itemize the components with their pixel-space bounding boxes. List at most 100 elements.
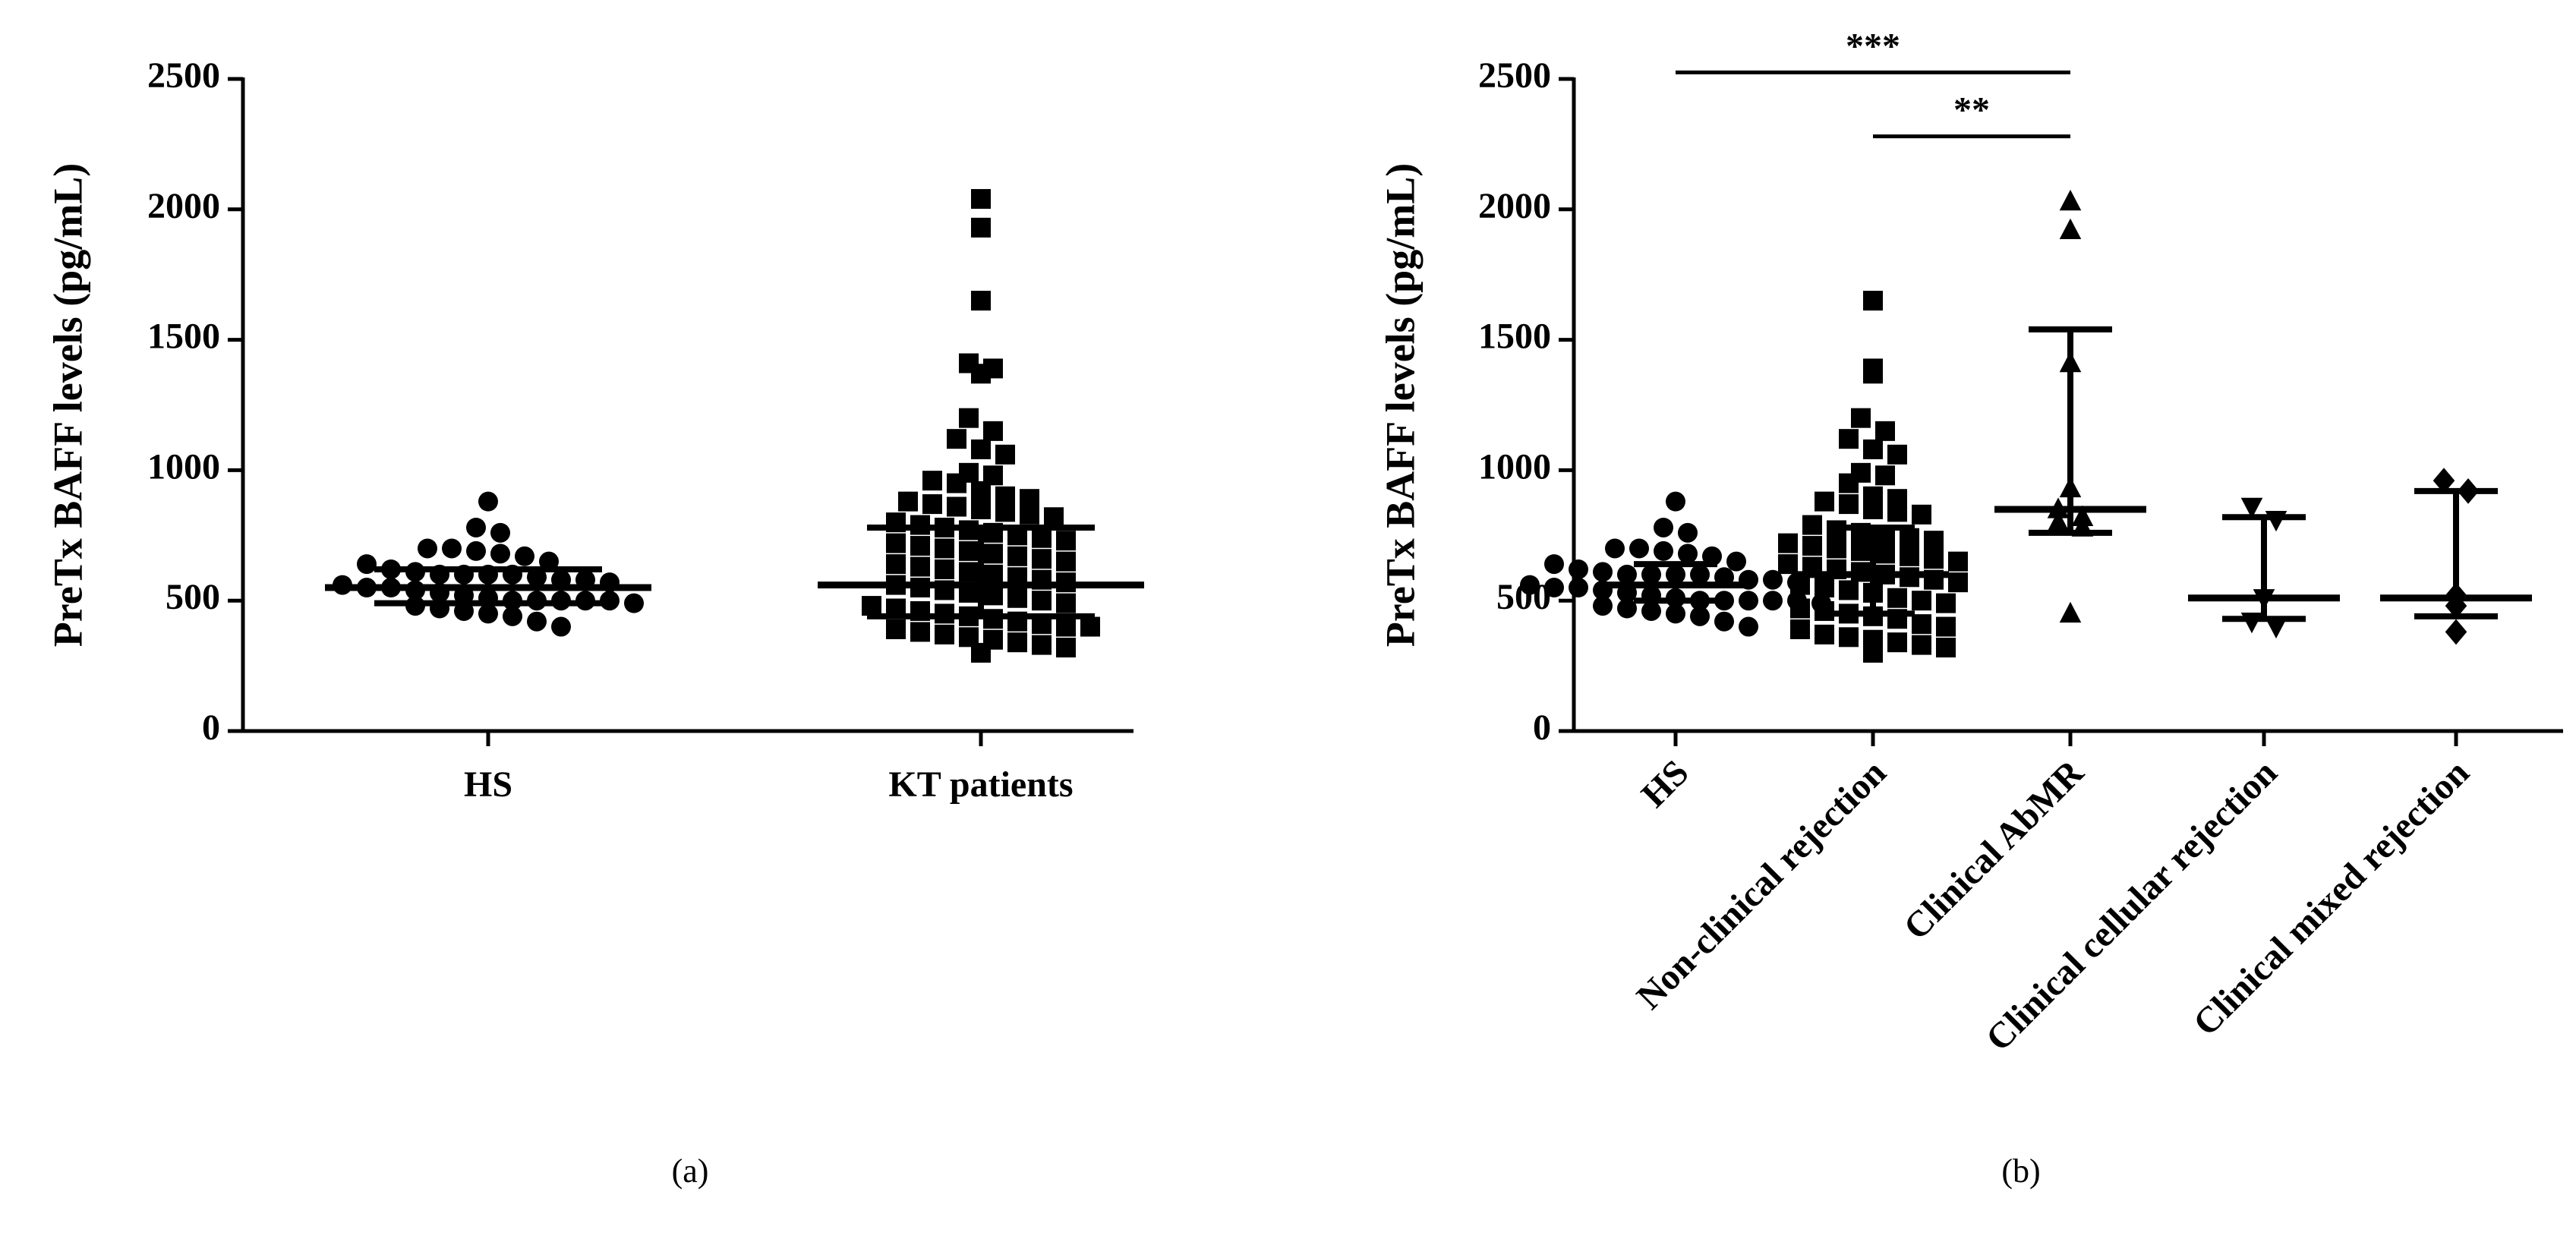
dot — [995, 502, 1015, 522]
dot — [1912, 504, 1931, 525]
dot — [1887, 588, 1907, 608]
dot — [551, 616, 571, 637]
dot — [1654, 517, 1673, 537]
dot — [910, 556, 930, 577]
dot — [1887, 632, 1907, 653]
dot — [1739, 616, 1758, 637]
dot — [1912, 591, 1931, 611]
dot — [1056, 531, 1076, 551]
dot — [2059, 189, 2082, 211]
dot — [478, 491, 498, 512]
y-tick-label: 1000 — [1478, 446, 1551, 487]
dot — [2445, 619, 2467, 645]
dot — [995, 444, 1015, 465]
dot — [947, 473, 966, 493]
dot — [490, 522, 510, 543]
dot — [1714, 591, 1734, 611]
dot — [1032, 635, 1052, 655]
dot — [1839, 627, 1859, 648]
dot — [1593, 596, 1613, 616]
dot — [1666, 491, 1685, 512]
dot — [1056, 551, 1076, 572]
dot — [1863, 439, 1883, 459]
dot — [466, 517, 486, 537]
dot — [515, 546, 534, 566]
dot — [971, 499, 991, 519]
dot — [1863, 364, 1883, 384]
dot — [2240, 497, 2263, 519]
caption: (a) — [672, 1152, 709, 1190]
dot — [971, 642, 991, 663]
dot — [886, 554, 906, 575]
dot — [971, 291, 991, 311]
significance-label: ** — [1953, 90, 1990, 131]
dot — [1544, 578, 1564, 598]
dot — [1569, 578, 1588, 598]
y-tick-label: 500 — [166, 577, 220, 617]
dot — [1617, 564, 1637, 585]
dot — [2059, 601, 2082, 623]
y-tick-label: 1000 — [147, 446, 220, 487]
dot — [983, 421, 1003, 441]
dot — [1629, 538, 1649, 559]
dot — [947, 429, 966, 449]
dot — [971, 217, 991, 238]
dot — [2265, 617, 2288, 639]
dot — [1851, 540, 1871, 561]
dot — [1678, 544, 1698, 564]
dot — [1617, 598, 1637, 619]
dot — [1936, 638, 1956, 658]
dot — [1678, 522, 1698, 543]
dot — [910, 622, 930, 642]
y-tick-label: 0 — [202, 708, 220, 748]
dot — [971, 364, 991, 384]
dot — [418, 538, 437, 559]
dot — [357, 554, 377, 575]
dot — [1032, 528, 1052, 548]
dot — [503, 606, 522, 626]
dot — [1690, 606, 1710, 626]
dot — [898, 491, 918, 512]
x-tick-label: Clinical AbMR — [1896, 752, 2092, 947]
dot — [922, 471, 942, 491]
dot — [959, 408, 979, 428]
y-axis-label: PreTx BAFF levels (pg/mL) — [1377, 163, 1423, 647]
dot — [910, 536, 930, 556]
y-tick-label: 0 — [1533, 708, 1551, 748]
dot — [947, 496, 966, 517]
dot — [1863, 291, 1883, 311]
dot — [1839, 494, 1859, 515]
dot — [971, 189, 991, 210]
dot — [442, 538, 462, 559]
x-tick-label: HS — [464, 764, 512, 805]
dot — [1520, 575, 1540, 595]
dot — [600, 591, 620, 611]
dot — [1763, 591, 1783, 611]
dot — [1778, 554, 1798, 575]
dot — [983, 585, 1003, 606]
x-tick-label: HS — [1634, 752, 1697, 815]
dot — [1056, 616, 1076, 637]
y-tick-label: 2500 — [1478, 55, 1551, 96]
dot — [1924, 549, 1944, 569]
dot — [1739, 591, 1758, 611]
dot — [1815, 624, 1834, 644]
dot — [922, 494, 942, 515]
dot — [1569, 559, 1588, 579]
dot — [983, 544, 1003, 564]
dot — [1080, 616, 1100, 637]
dot — [886, 533, 906, 553]
dot — [624, 593, 644, 613]
y-axis-label: PreTx BAFF levels (pg/mL) — [45, 163, 90, 647]
dot — [2265, 510, 2288, 532]
dot — [1714, 611, 1734, 632]
dot — [862, 596, 881, 616]
y-tick-label: 2500 — [147, 55, 220, 96]
y-tick-label: 2000 — [147, 186, 220, 226]
dot — [1827, 538, 1846, 559]
dot — [1007, 588, 1027, 608]
dot — [1605, 538, 1625, 559]
dot — [1007, 632, 1027, 653]
